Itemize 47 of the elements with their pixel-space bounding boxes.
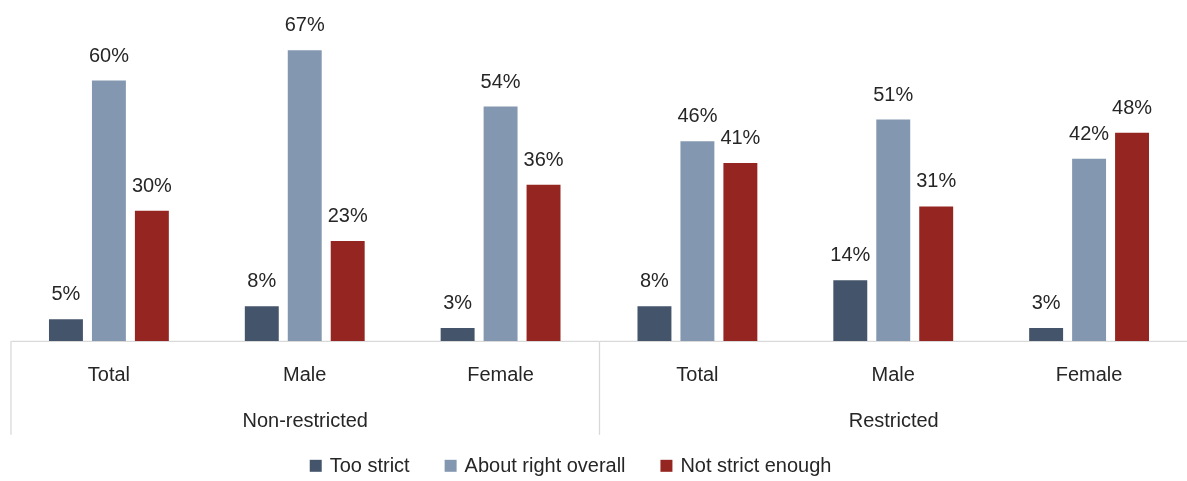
data-label: 8% [247, 269, 277, 292]
x-tick-label: Female [1055, 363, 1123, 386]
bar [919, 206, 954, 341]
bar [134, 210, 169, 341]
bar [91, 80, 126, 341]
data-label: 31% [916, 169, 957, 192]
bar [244, 306, 279, 341]
x-tick-label: Male [871, 363, 915, 386]
data-label: 60% [88, 43, 130, 66]
bar [483, 106, 518, 341]
data-label: 23% [327, 204, 368, 227]
x-tick-label: Male [283, 363, 327, 386]
legend-label: Too strict [329, 453, 411, 476]
x-axis-title: Non-restricted [242, 409, 368, 432]
data-label: 36% [523, 147, 564, 170]
data-label: 3% [1031, 290, 1061, 313]
data-label: 30% [131, 173, 173, 196]
legend-label: Not strict enough [680, 453, 832, 476]
bar [526, 184, 561, 341]
data-label: 41% [720, 126, 761, 149]
bar [876, 119, 911, 341]
data-label: 5% [51, 282, 81, 305]
bar [833, 280, 868, 341]
data-label: 42% [1069, 121, 1110, 144]
bar [440, 327, 475, 341]
bar [680, 141, 715, 341]
bar [723, 163, 758, 341]
bar [1072, 158, 1107, 341]
bar [1029, 327, 1064, 341]
data-label: 46% [677, 104, 718, 127]
legend-label: About right overall [464, 453, 626, 476]
data-label: 14% [830, 243, 871, 266]
data-label: 48% [1112, 95, 1153, 118]
x-tick-label: Total [676, 363, 719, 386]
bar [330, 241, 365, 341]
data-label: 51% [873, 82, 914, 105]
data-label: 54% [480, 69, 521, 92]
x-tick-label: Total [87, 363, 130, 386]
x-axis-title: Restricted [848, 409, 939, 432]
data-label: 67% [284, 13, 325, 36]
bar [637, 306, 672, 341]
bar [48, 319, 83, 341]
bar [1115, 132, 1150, 341]
bar [287, 50, 322, 341]
data-label: 3% [443, 290, 473, 313]
x-tick-label: Female [467, 363, 534, 386]
data-label: 8% [640, 269, 670, 292]
